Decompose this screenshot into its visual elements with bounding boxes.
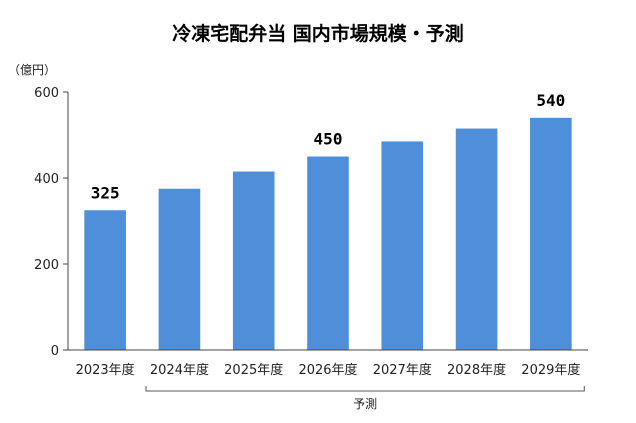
bar-1: [84, 210, 126, 350]
forecast-bracket-line: [145, 386, 585, 392]
forecast-bracket: 予測: [145, 386, 585, 411]
x-axis: 2023年度 2024年度 2025年度 2026年度 2027年度 2028年度 2029…: [68, 349, 588, 378]
x-tick-label: 2024年度: [150, 362, 209, 378]
bar-5: [381, 141, 424, 350]
x-tick-label: 2026年度: [298, 362, 357, 378]
chart-title: 冷凍宅配弁当 国内市場規模・予測: [172, 22, 464, 45]
data-label-4: 450: [314, 130, 343, 149]
data-label-7: 540: [536, 91, 565, 110]
y-axis: 0 200 400 600: [34, 86, 69, 359]
bar-3: [232, 171, 275, 350]
x-tick-label: 2029年度: [521, 362, 580, 378]
bars: 325 450 540: [84, 91, 572, 350]
bar-7: [530, 117, 572, 350]
y-axis-unit-label: （億円）: [8, 63, 56, 77]
bar-2: [158, 188, 201, 350]
data-label-1: 325: [91, 183, 120, 202]
x-tick-label: 2025年度: [224, 362, 283, 378]
x-tick-label: 2028年度: [447, 362, 506, 378]
x-tick-label: 2023年度: [76, 362, 135, 378]
y-tick-label: 600: [34, 86, 59, 101]
y-tick-label: 0: [51, 344, 59, 359]
y-tick-label: 400: [34, 172, 59, 187]
bar-4: [307, 156, 349, 350]
bar-6: [455, 128, 498, 350]
y-tick-label: 200: [34, 258, 59, 273]
x-tick-label: 2027年度: [373, 362, 432, 378]
forecast-bracket-label: 予測: [353, 397, 377, 411]
